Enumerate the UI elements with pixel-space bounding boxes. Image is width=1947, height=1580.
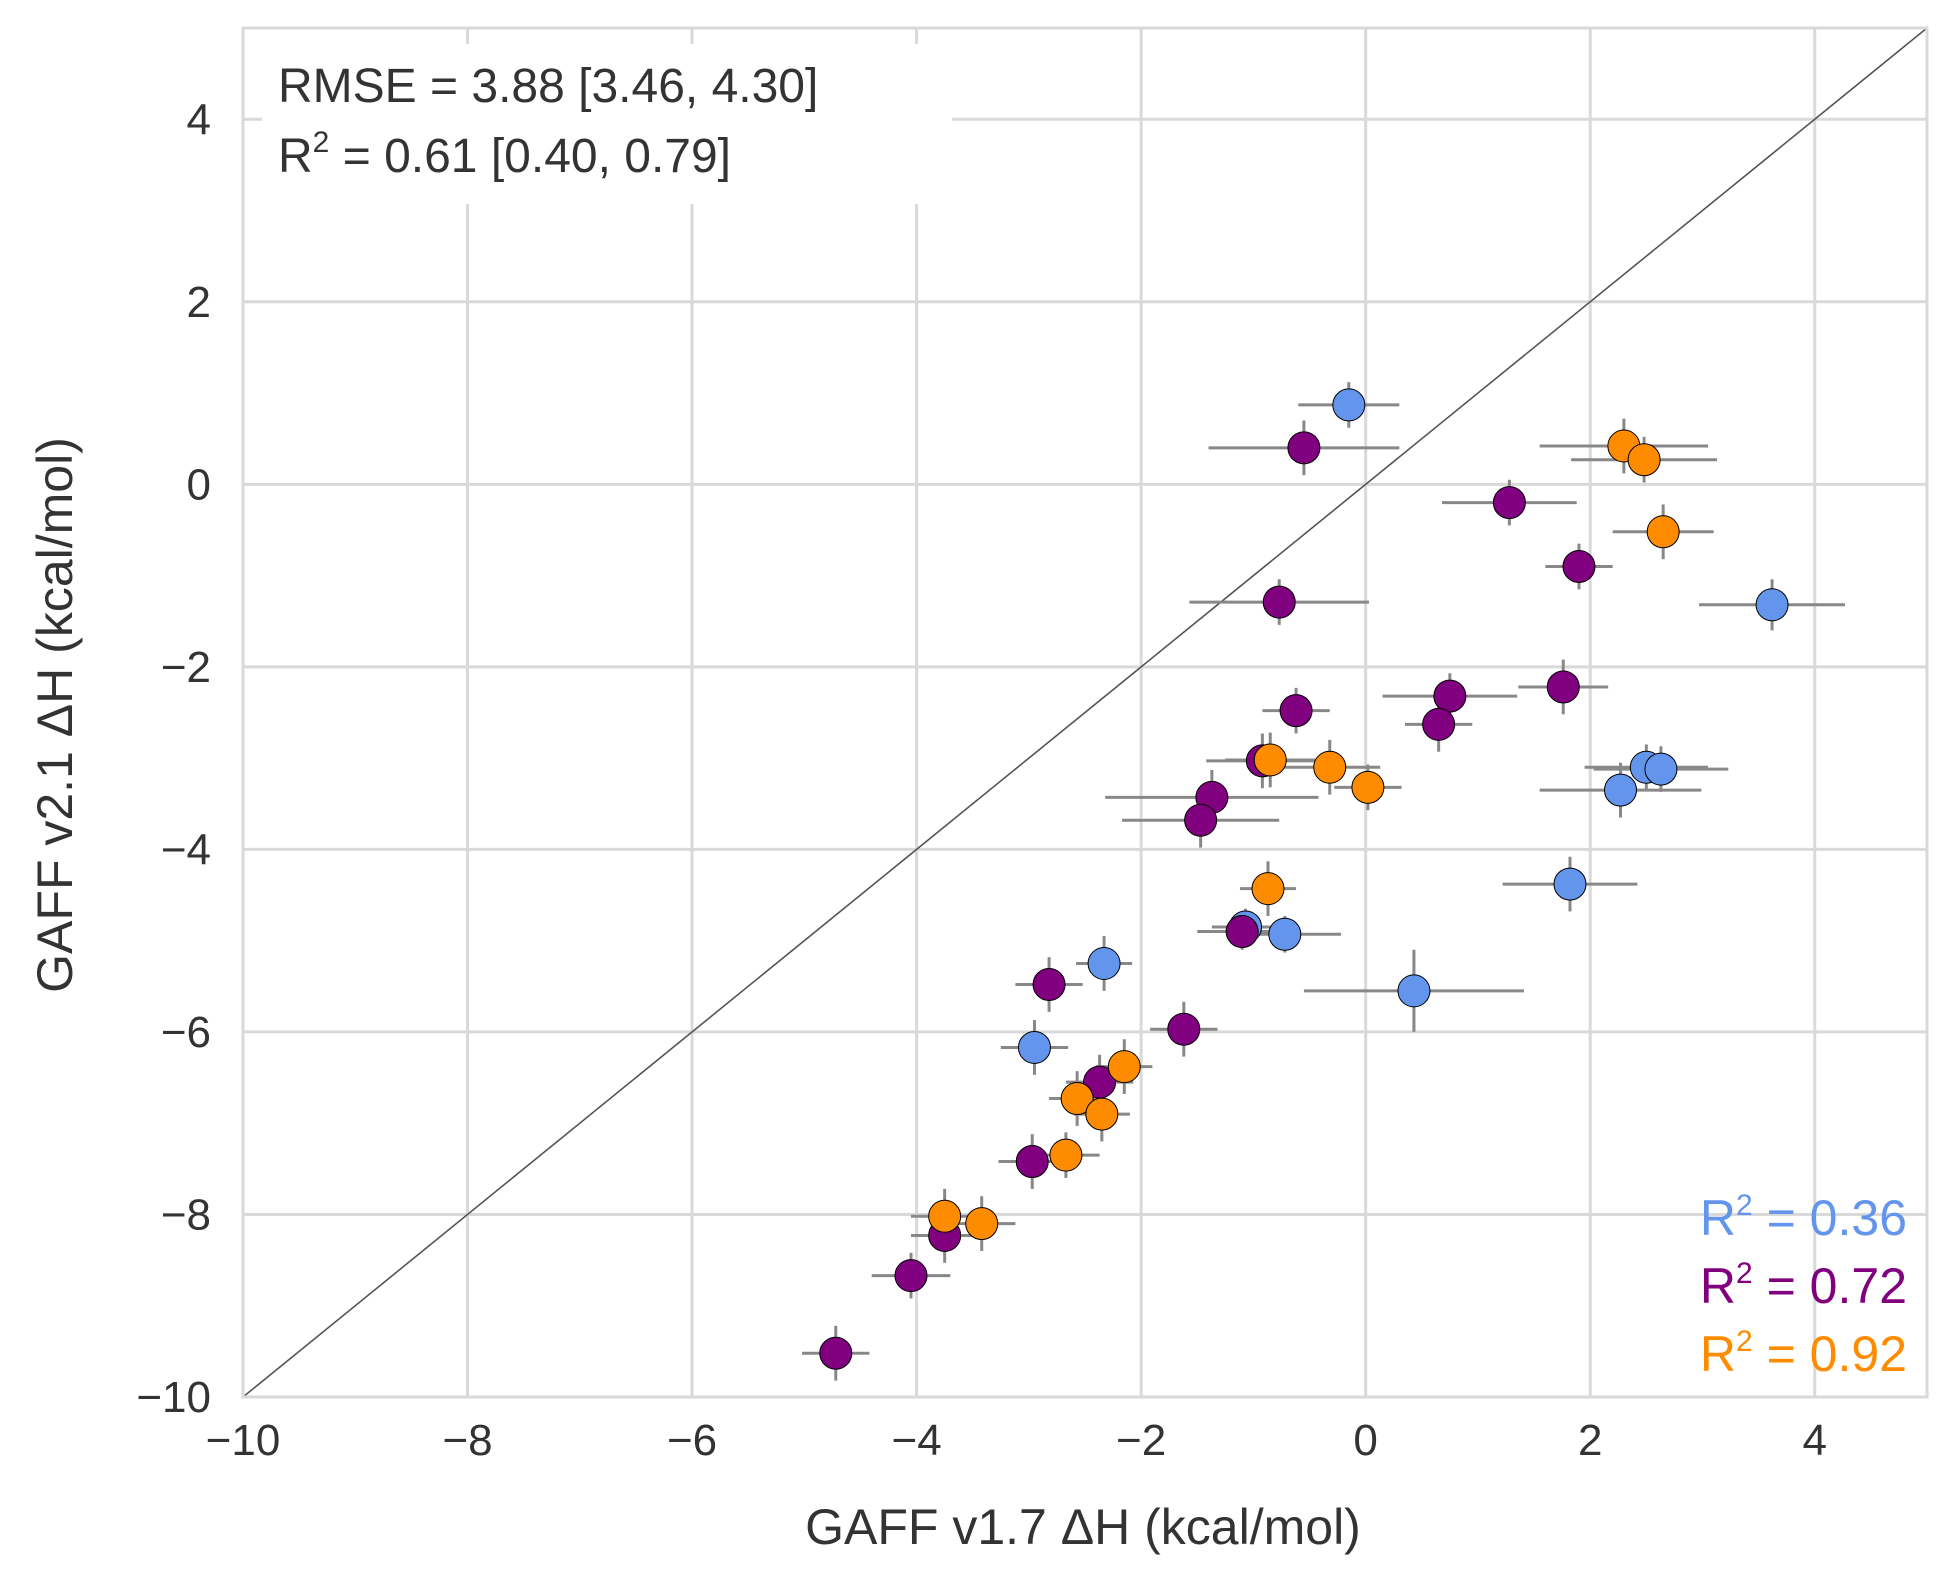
data-points (819, 388, 1789, 1370)
series-r2-prefix: R (1700, 1258, 1736, 1314)
y-axis-label: GAFF v2.1 ΔH (kcal/mol) (27, 437, 83, 993)
y-tick-label: 4 (187, 95, 211, 144)
data-point (1646, 515, 1680, 549)
x-tick-label: 2 (1578, 1416, 1602, 1465)
data-point (1755, 588, 1789, 622)
x-tick-label: −8 (442, 1416, 492, 1465)
r2-value-text: = 0.61 [0.40, 0.79] (329, 130, 731, 183)
data-point (1627, 443, 1661, 477)
x-tick-label: −10 (206, 1416, 281, 1465)
y-tick-label: −6 (161, 1008, 211, 1057)
series-r2-label: R2 = 0.92 (1700, 1325, 1907, 1382)
data-point (1015, 1145, 1049, 1179)
data-point (1279, 694, 1313, 728)
data-point (1049, 1138, 1083, 1172)
x-tick-label: −4 (892, 1416, 942, 1465)
grid-lines (241, 28, 1927, 1399)
y-tick-label: 2 (187, 278, 211, 327)
series-r2-superscript: 2 (1736, 1257, 1753, 1290)
data-point (1553, 867, 1587, 901)
data-point (1546, 670, 1580, 704)
data-point (1313, 750, 1347, 784)
data-point (1332, 388, 1366, 422)
data-point (1562, 549, 1596, 583)
series-r2-prefix: R (1700, 1326, 1736, 1382)
r2-prefix: R (278, 130, 313, 183)
x-tick-labels: −10 −8 −6 −4 −2 0 2 4 (206, 1416, 1827, 1465)
data-point (1184, 803, 1218, 837)
series-r2-label: R2 = 0.36 (1700, 1189, 1907, 1246)
data-point (928, 1199, 962, 1233)
r2-overall-label: R2 = 0.61 [0.40, 0.79] (278, 126, 731, 183)
data-point (1268, 917, 1302, 951)
data-point (965, 1207, 999, 1241)
data-point (1253, 743, 1287, 777)
data-point (1251, 872, 1285, 906)
data-point (1085, 1097, 1119, 1131)
y-tick-label: −10 (136, 1373, 211, 1422)
series-r2-value: = 0.72 (1753, 1258, 1907, 1314)
r2-superscript: 2 (313, 126, 330, 159)
x-tick-label: 4 (1802, 1416, 1826, 1465)
data-point (1087, 946, 1121, 980)
data-point (1225, 915, 1259, 949)
data-point (1032, 967, 1066, 1001)
data-point (894, 1259, 928, 1293)
y-tick-label: 0 (187, 460, 211, 509)
data-point (1604, 773, 1638, 807)
series-r2-prefix: R (1700, 1190, 1736, 1246)
data-point (1351, 770, 1385, 804)
data-point (1644, 752, 1678, 786)
data-point (1433, 679, 1467, 713)
y-tick-label: −8 (161, 1190, 211, 1239)
y-tick-labels: −10 −8 −6 −4 −2 0 2 4 (136, 95, 211, 1422)
data-point (819, 1336, 853, 1370)
x-tick-label: −6 (667, 1416, 717, 1465)
series-r2-superscript: 2 (1736, 1189, 1753, 1222)
data-point (1060, 1082, 1094, 1116)
data-point (1492, 486, 1526, 520)
stats-box-background (262, 44, 952, 204)
data-point (1422, 707, 1456, 741)
y-tick-label: −2 (161, 643, 211, 692)
series-r2-label: R2 = 0.72 (1700, 1257, 1907, 1314)
data-point (1262, 585, 1296, 619)
series-r2-superscript: 2 (1736, 1325, 1753, 1358)
data-point (1397, 974, 1431, 1008)
rmse-label: RMSE = 3.88 [3.46, 4.30] (278, 60, 818, 113)
data-point (1287, 431, 1321, 465)
data-point (1017, 1030, 1051, 1064)
series-r2-value: = 0.36 (1753, 1190, 1907, 1246)
x-tick-label: −2 (1116, 1416, 1166, 1465)
y-tick-label: −4 (161, 825, 211, 874)
series-r2-value: = 0.92 (1753, 1326, 1907, 1382)
data-point (1107, 1050, 1141, 1084)
data-point (1167, 1012, 1201, 1046)
identity-line (242, 27, 1928, 1398)
plot-frame (241, 26, 1929, 1399)
x-axis-label: GAFF v1.7 ΔH (kcal/mol) (805, 1499, 1361, 1555)
x-tick-label: 0 (1353, 1416, 1377, 1465)
